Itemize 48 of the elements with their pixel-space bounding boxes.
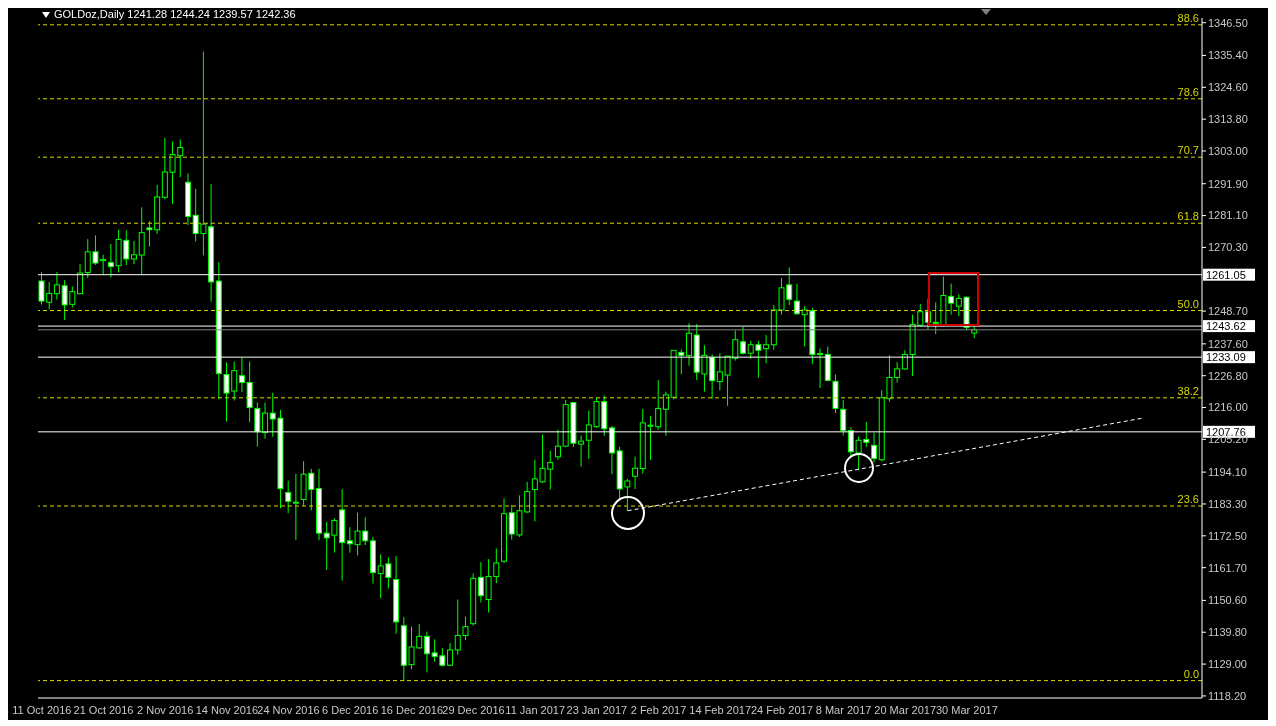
x-tick-label: 30 Mar 2017: [936, 703, 998, 716]
x-tick-label: 24 Nov 2016: [257, 703, 320, 716]
x-tick-label: 2 Feb 2017: [630, 703, 687, 716]
x-tick-label: 20 Mar 2017: [874, 703, 937, 716]
y-tick-label: 1183.30: [1208, 497, 1247, 510]
annotation: 23.6: [1177, 493, 1199, 506]
annotation: 50.0: [1177, 297, 1199, 310]
annotation: 38.2: [1177, 384, 1199, 397]
annotation: 78.6: [1177, 85, 1199, 98]
x-tick-label: 24 Feb 2017: [750, 703, 813, 716]
ref-line-label: 1243.62: [1206, 320, 1246, 333]
x-tick-label: 2 Nov 2016: [137, 703, 194, 716]
y-tick-label: 1248.70: [1208, 305, 1248, 318]
y-tick-label: 1129.00: [1208, 657, 1247, 670]
y-tick-label: 1118.20: [1208, 689, 1247, 702]
y-tick-label: 1139.80: [1208, 626, 1247, 639]
y-tick-label: 1216.00: [1208, 401, 1248, 414]
x-tick-label: 8 Mar 2017: [815, 703, 872, 716]
x-tick-label: 29 Dec 2016: [442, 703, 505, 716]
x-tick-label: 23 Jan 2017: [566, 703, 628, 716]
y-tick-label: 1324.60: [1208, 81, 1248, 94]
x-tick-label: 6 Dec 2016: [322, 703, 379, 716]
x-tick-label: 14 Nov 2016: [195, 703, 259, 716]
y-tick-label: 1291.90: [1208, 177, 1248, 190]
y-tick-label: 1346.50: [1208, 16, 1248, 29]
x-tick-label: 11 Jan 2017: [505, 703, 566, 716]
y-tick-label: 1313.80: [1208, 113, 1248, 126]
y-tick-label: 1303.00: [1208, 144, 1248, 157]
x-tick-label: 16 Dec 2016: [380, 703, 444, 716]
chart-title: GOLDoz,Daily 1241.28 1244.24 1239.57 1242.36: [54, 8, 296, 21]
y-tick-label: 1335.40: [1208, 49, 1248, 62]
x-tick-label: 21 Oct 2016: [73, 703, 134, 716]
y-tick-label: 1270.30: [1208, 241, 1248, 254]
y-tick-label: 1150.60: [1208, 594, 1247, 607]
annotation: 88.6: [1177, 11, 1199, 24]
y-tick-label: 1237.60: [1208, 337, 1248, 350]
ref-line-label: 1261.05: [1206, 268, 1246, 281]
annotation: 0.0: [1183, 667, 1199, 680]
annotation: 61.8: [1177, 210, 1199, 223]
ref-line-label: 1233.09: [1206, 351, 1246, 364]
y-tick-label: 1281.10: [1208, 209, 1248, 222]
annotation: 70.7: [1177, 144, 1199, 157]
y-tick-label: 1161.70: [1208, 561, 1247, 574]
y-tick-label: 1194.10: [1208, 466, 1247, 479]
y-tick-label: 1226.80: [1208, 369, 1248, 382]
x-tick-label: 11 Oct 2016: [12, 703, 72, 716]
y-tick-label: 1172.50: [1208, 529, 1247, 542]
x-tick-label: 14 Feb 2017: [689, 703, 752, 716]
